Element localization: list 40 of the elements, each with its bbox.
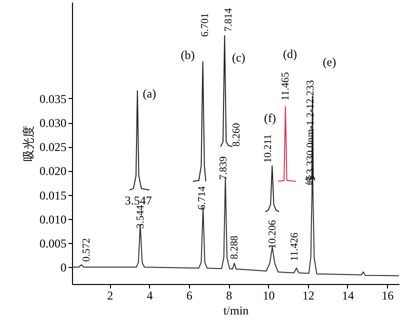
- annotation: 10.211: [263, 134, 274, 163]
- y-tick-label: 0.015: [40, 188, 66, 202]
- x-tick-label: 16: [382, 288, 394, 302]
- annotation: 8.260: [232, 122, 243, 147]
- y-tick-label: 0.005: [40, 236, 66, 251]
- line-series: [264, 165, 280, 212]
- annotation: 峰3 330.0nm-1.2-12.233: [304, 80, 316, 185]
- x-tick-label: 12: [302, 288, 314, 302]
- x-tick-label: 6: [186, 288, 192, 302]
- x-tick-label: 4: [146, 288, 153, 302]
- y-tick-label: 0.010: [40, 212, 66, 226]
- annotation: (e): [322, 55, 336, 69]
- annotation: 11.426: [289, 232, 300, 262]
- annotation: (c): [232, 50, 246, 65]
- y-tick-label: 0.025: [40, 140, 66, 154]
- annotation: 11.465: [280, 72, 292, 101]
- annotation: 10.206: [267, 220, 278, 249]
- annotation: 6.714: [197, 185, 208, 210]
- y-tick-label: 0: [60, 260, 66, 275]
- annotation: (a): [142, 86, 156, 101]
- annotation: 7.839: [218, 156, 230, 180]
- annotation: (f): [264, 111, 276, 125]
- y-tick-label: 0.030: [40, 116, 66, 130]
- line-series: [192, 61, 206, 182]
- line-series: [220, 35, 234, 148]
- x-axis-title: t/min: [223, 304, 249, 318]
- y-tick-label: 0.020: [40, 164, 66, 178]
- annotation: 6.701: [200, 13, 211, 37]
- annotation: (d): [283, 47, 297, 61]
- annotation: (b): [180, 48, 195, 62]
- x-tick-label: 8: [226, 288, 232, 302]
- annotation: 7.814: [224, 7, 235, 32]
- annotation: 8.288: [229, 236, 240, 260]
- x-tick-label: 2: [107, 288, 114, 302]
- annotation: 0.572: [81, 238, 92, 262]
- y-axis-title: 吸光度: [22, 126, 36, 162]
- annotation: 3.544: [135, 204, 146, 229]
- x-tick-label: 14: [342, 288, 354, 302]
- y-tick-label: 0.035: [40, 92, 66, 106]
- x-tick-label: 10: [262, 288, 275, 302]
